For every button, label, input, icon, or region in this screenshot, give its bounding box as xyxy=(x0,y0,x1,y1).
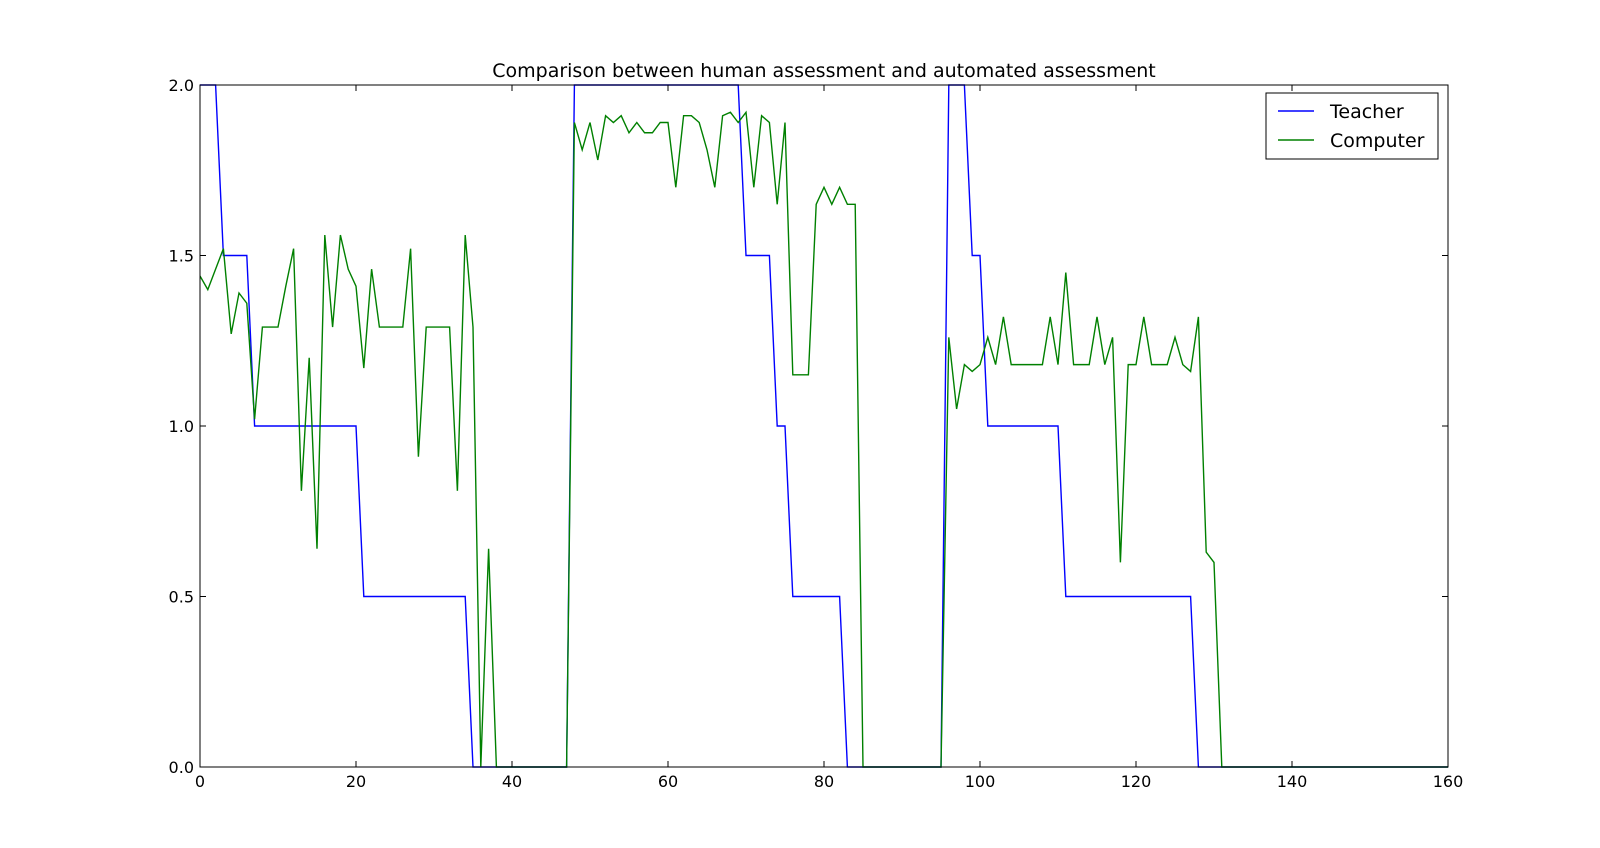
x-tick-label: 20 xyxy=(346,772,366,791)
x-tick-label: 100 xyxy=(965,772,996,791)
y-tick-label: 1.5 xyxy=(169,247,194,266)
x-tick-label: 40 xyxy=(502,772,522,791)
y-tick-label: 0.5 xyxy=(169,588,194,607)
series-line-computer xyxy=(200,110,1448,768)
chart-title: Comparison between human assessment and … xyxy=(492,60,1156,82)
x-tick-label: 140 xyxy=(1277,772,1308,791)
x-tick-label: 60 xyxy=(658,772,678,791)
axes-layer: 0 20 40 60 80 100 120 140 160 0.0 0.5 1.0 1.5 2.0 xyxy=(169,76,1464,791)
legend-box xyxy=(1265,92,1439,160)
legend-label-computer: Computer xyxy=(1330,130,1425,152)
y-tick-label: 1.0 xyxy=(169,417,194,436)
y-tick-label: 0.0 xyxy=(169,758,194,777)
x-tick-label: 160 xyxy=(1433,772,1464,791)
legend-label-teacher: Teacher xyxy=(1329,101,1404,123)
x-tick-label: 0 xyxy=(195,772,205,791)
series-line-teacher xyxy=(200,84,1448,768)
legend: Teacher Computer xyxy=(1265,92,1439,160)
y-tick-label: 2.0 xyxy=(169,76,194,95)
x-tick-label: 120 xyxy=(1121,772,1152,791)
series-layer xyxy=(200,84,1448,768)
x-tick-label: 80 xyxy=(814,772,834,791)
